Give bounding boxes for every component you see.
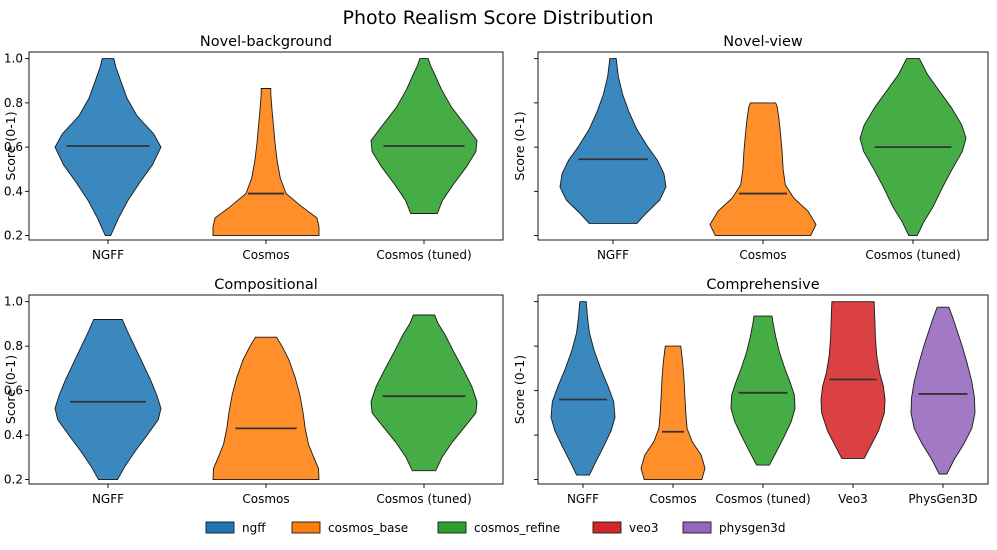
panel-novel-background-axes-frame — [28, 51, 504, 241]
legend-item-cosmos-base: cosmos_base — [291, 521, 408, 535]
panel-comprehensive-x-tick-label: PhysGen3D — [908, 492, 977, 506]
panel-compositional-title: Compositional — [214, 277, 317, 293]
panel-novel-view-title: Novel-view — [723, 34, 803, 50]
panel-compositional-x-tick-label: Cosmos — [242, 492, 289, 506]
panel-comprehensive-x-tick-label: Cosmos — [649, 492, 696, 506]
legend-swatch — [437, 521, 467, 534]
violin-novel-background-cosmos-tuned — [370, 58, 478, 214]
panel-novel-view-axes-frame — [537, 51, 989, 241]
violin-compositional-cosmos — [212, 336, 320, 481]
figure-title: Photo Realism Score Distribution — [342, 7, 653, 29]
panel-compositional-x-tick-label: Cosmos (tuned) — [376, 492, 471, 506]
panel-novel-background-y-axis-label: Score (0-1) — [3, 111, 18, 180]
panel-novel-background-y-tick-label: 1.0 — [4, 52, 23, 66]
panel-novel-background-x-tick-label: NGFF — [92, 248, 124, 262]
panel-comprehensive-x-tick-label: Veo3 — [838, 492, 868, 506]
violin-compositional-cosmos-tuned — [370, 314, 478, 472]
panel-novel-view-y-axis-label: Score (0-1) — [512, 111, 527, 180]
legend-item-physgen3d: physgen3d — [682, 521, 785, 535]
legend-swatch — [205, 521, 235, 534]
panel-novel-background-x-tick-label: Cosmos — [242, 248, 289, 262]
panel-comprehensive-title: Comprehensive — [706, 277, 819, 293]
violin-novel-background-ngff — [54, 58, 162, 237]
panel-novel-view-x-tick-label: Cosmos (tuned) — [865, 248, 960, 262]
subplot-grid: Novel-background Score (0-1) 0.2 0.4 0.6 0.8 1… — [3, 34, 989, 506]
panel-compositional-y-tick-label: 0.4 — [4, 428, 23, 442]
panel-compositional-axes-frame — [28, 294, 504, 485]
legend-label: veo3 — [629, 521, 658, 535]
panel-compositional-y-tick-label: 1.0 — [4, 295, 23, 309]
violin-compositional-ngff — [54, 319, 162, 481]
panel-novel-background-y-tick-label: 0.4 — [4, 184, 23, 198]
legend-item-cosmos-refine: cosmos_refine — [437, 521, 560, 535]
violin-novel-background-cosmos — [212, 88, 320, 237]
panel-compositional-x-tick-label: NGFF — [92, 492, 124, 506]
violin-comprehensive-cosmos-tuned — [730, 315, 796, 466]
panel-novel-view-x-tick-label: Cosmos — [739, 248, 786, 262]
legend-swatch — [291, 521, 321, 534]
panel-comprehensive-axes-frame — [537, 294, 989, 485]
panel-novel-background-title: Novel-background — [200, 34, 332, 50]
legend-swatch — [592, 521, 622, 534]
legend-swatch — [682, 521, 712, 534]
legend-label: ngff — [242, 521, 266, 535]
panel-novel-background-y-tick-label: 0.2 — [4, 229, 23, 243]
violin-comprehensive-cosmos — [640, 345, 706, 481]
panel-compositional-y-tick-label: 0.6 — [4, 384, 23, 398]
violin-novel-view-cosmos — [709, 102, 817, 237]
panel-compositional-y-axis-label: Score (0-1) — [3, 355, 18, 424]
violin-comprehensive-physgen3d — [910, 306, 976, 475]
panel-comprehensive: Comprehensive Score (0-1) NGFF Cosmos Cosmos… — [512, 277, 989, 506]
panel-novel-background: Novel-background Score (0-1) 0.2 0.4 0.6 0.8 1… — [3, 34, 504, 262]
panel-novel-view: Novel-view Score (0-1) NGFF Cosmos Cosmos (t… — [512, 34, 989, 262]
panel-novel-view-x-tick-label: NGFF — [597, 248, 629, 262]
panel-compositional-y-tick-label: 0.2 — [4, 473, 23, 487]
panel-comprehensive-x-tick-label: NGFF — [567, 492, 599, 506]
legend-label: cosmos_refine — [474, 521, 560, 535]
panel-novel-background-y-tick-label: 0.6 — [4, 140, 23, 154]
panel-comprehensive-y-axis-label: Score (0-1) — [512, 355, 527, 424]
panel-novel-background-y-tick-label: 0.8 — [4, 96, 23, 110]
legend-label: physgen3d — [719, 521, 785, 535]
legend: ngff cosmos_base cosmos_refine veo3 physgen3… — [205, 521, 785, 535]
legend-item-ngff: ngff — [205, 521, 266, 535]
panel-compositional: Compositional Score (0-1) 0.2 0.4 0.6 0.8 1.0 N… — [3, 277, 504, 506]
violin-novel-view-ngff — [559, 58, 667, 224]
legend-label: cosmos_base — [328, 521, 408, 535]
legend-item-veo3: veo3 — [592, 521, 658, 535]
panel-comprehensive-x-tick-label: Cosmos (tuned) — [715, 492, 810, 506]
violin-comprehensive-ngff — [550, 301, 616, 476]
panel-novel-background-x-tick-label: Cosmos (tuned) — [376, 248, 471, 262]
panel-compositional-y-tick-label: 0.8 — [4, 339, 23, 353]
